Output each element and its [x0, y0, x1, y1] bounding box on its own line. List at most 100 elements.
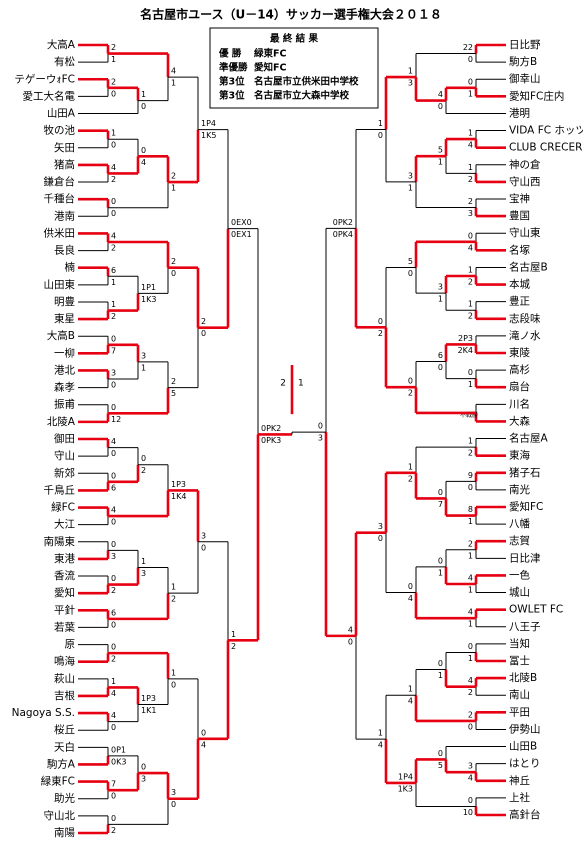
score: 2	[111, 586, 116, 595]
score: 5	[408, 257, 413, 266]
score: 2	[111, 655, 116, 664]
score: 1	[141, 363, 146, 372]
score: 3	[438, 283, 443, 292]
score: 0	[111, 814, 116, 823]
score: 3	[408, 79, 413, 88]
score: 1	[171, 668, 176, 677]
score: 0	[141, 454, 146, 463]
score: 0	[111, 723, 116, 732]
result-team: 名古屋市立供米田中学校	[254, 76, 359, 88]
score: 2	[111, 175, 116, 184]
score: 0	[111, 620, 116, 629]
team-name: 豊国	[509, 209, 530, 222]
score: 0	[378, 131, 383, 140]
score: 4	[111, 689, 116, 698]
team-name: 東港	[54, 552, 75, 565]
score: 0	[111, 209, 116, 218]
team-name: 平針	[54, 603, 75, 616]
team-name: 八王子	[509, 621, 541, 633]
team-name: 大森	[509, 414, 530, 427]
score: 9	[468, 471, 473, 480]
score: 2	[171, 257, 176, 266]
score: 0	[111, 540, 116, 549]
team-name: 供米田	[44, 226, 76, 239]
score: 0	[111, 574, 116, 583]
score: 1	[468, 437, 473, 446]
score: 2	[468, 278, 473, 287]
score: 2	[408, 474, 413, 483]
team-name: 高針台	[509, 808, 541, 821]
team-name: 猪高	[54, 158, 75, 171]
score: 4	[141, 158, 146, 167]
score: 3	[468, 762, 473, 771]
score: 2P3	[458, 334, 473, 343]
team-name: 天白	[54, 740, 75, 753]
score: 1	[468, 586, 473, 595]
team-name: 東星	[54, 312, 75, 325]
team-name: 八幡	[509, 517, 530, 530]
result-rank: 第3位	[219, 90, 245, 102]
result-team: 愛知FC	[254, 62, 286, 74]
score: 4	[468, 608, 473, 617]
score: 0	[438, 488, 443, 497]
score: 1P1	[141, 283, 156, 292]
team-name: 山田B	[509, 741, 537, 753]
score: 0	[348, 637, 353, 646]
team-name: 楠	[65, 261, 76, 274]
score: 12	[111, 415, 121, 424]
team-name: 原	[65, 639, 76, 651]
score: 4	[111, 232, 116, 241]
team-name: 鳴海	[54, 655, 75, 668]
team-name: 愛知FC庄内	[509, 89, 564, 102]
team-name: 神丘	[509, 774, 530, 787]
team-name: 森孝	[54, 381, 75, 394]
score: 1	[468, 129, 473, 138]
score: 0	[171, 269, 176, 278]
score: 1P3	[141, 694, 156, 703]
score: 3	[141, 351, 146, 360]
score: 2	[111, 244, 116, 253]
score: 0	[468, 722, 473, 731]
score: 1K4	[171, 492, 186, 501]
team-name: CLUB CRECER DE SONHO	[509, 142, 583, 154]
team-name: 新郊	[54, 466, 75, 479]
score: 1	[408, 462, 413, 471]
score: 4	[201, 740, 206, 749]
score: 2	[468, 688, 473, 697]
score: 2	[111, 312, 116, 321]
score: 0	[468, 642, 473, 651]
team-name: 愛知	[54, 586, 75, 599]
score: 0	[171, 680, 176, 689]
score: 3	[468, 209, 473, 218]
team-name: 桜丘	[54, 723, 75, 736]
team-name: 山田A	[47, 108, 76, 120]
score: 2	[171, 595, 176, 604]
score: 0P1	[111, 745, 126, 754]
score: 1	[378, 729, 383, 738]
score: 0	[111, 141, 116, 150]
team-name: 志段味	[509, 312, 541, 325]
score: 2	[171, 172, 176, 181]
team-name: 駒方B	[509, 55, 537, 68]
team-name: 神の倉	[509, 158, 541, 171]
score: 0	[111, 518, 116, 527]
team-name: 志賀	[509, 534, 530, 547]
score: 0	[408, 377, 413, 386]
team-name: テゲーウｫFC	[14, 73, 75, 85]
score: 0K3	[111, 757, 126, 766]
score: 1	[111, 300, 116, 309]
score: 1	[408, 67, 413, 76]
team-name: 宝神	[509, 192, 530, 205]
score: 4	[468, 574, 473, 583]
score: 0	[111, 403, 116, 412]
score: 1	[438, 568, 443, 577]
score: 2	[141, 466, 146, 475]
title: 名古屋市ユース（U－14）サッカー選手権大会２０１８	[140, 7, 442, 22]
score: 1	[468, 300, 473, 309]
score: 0	[201, 543, 206, 552]
score: 0	[438, 363, 443, 372]
score: 0	[111, 89, 116, 98]
score: 0PK3	[261, 436, 281, 445]
score: 0EX1	[231, 230, 252, 239]
